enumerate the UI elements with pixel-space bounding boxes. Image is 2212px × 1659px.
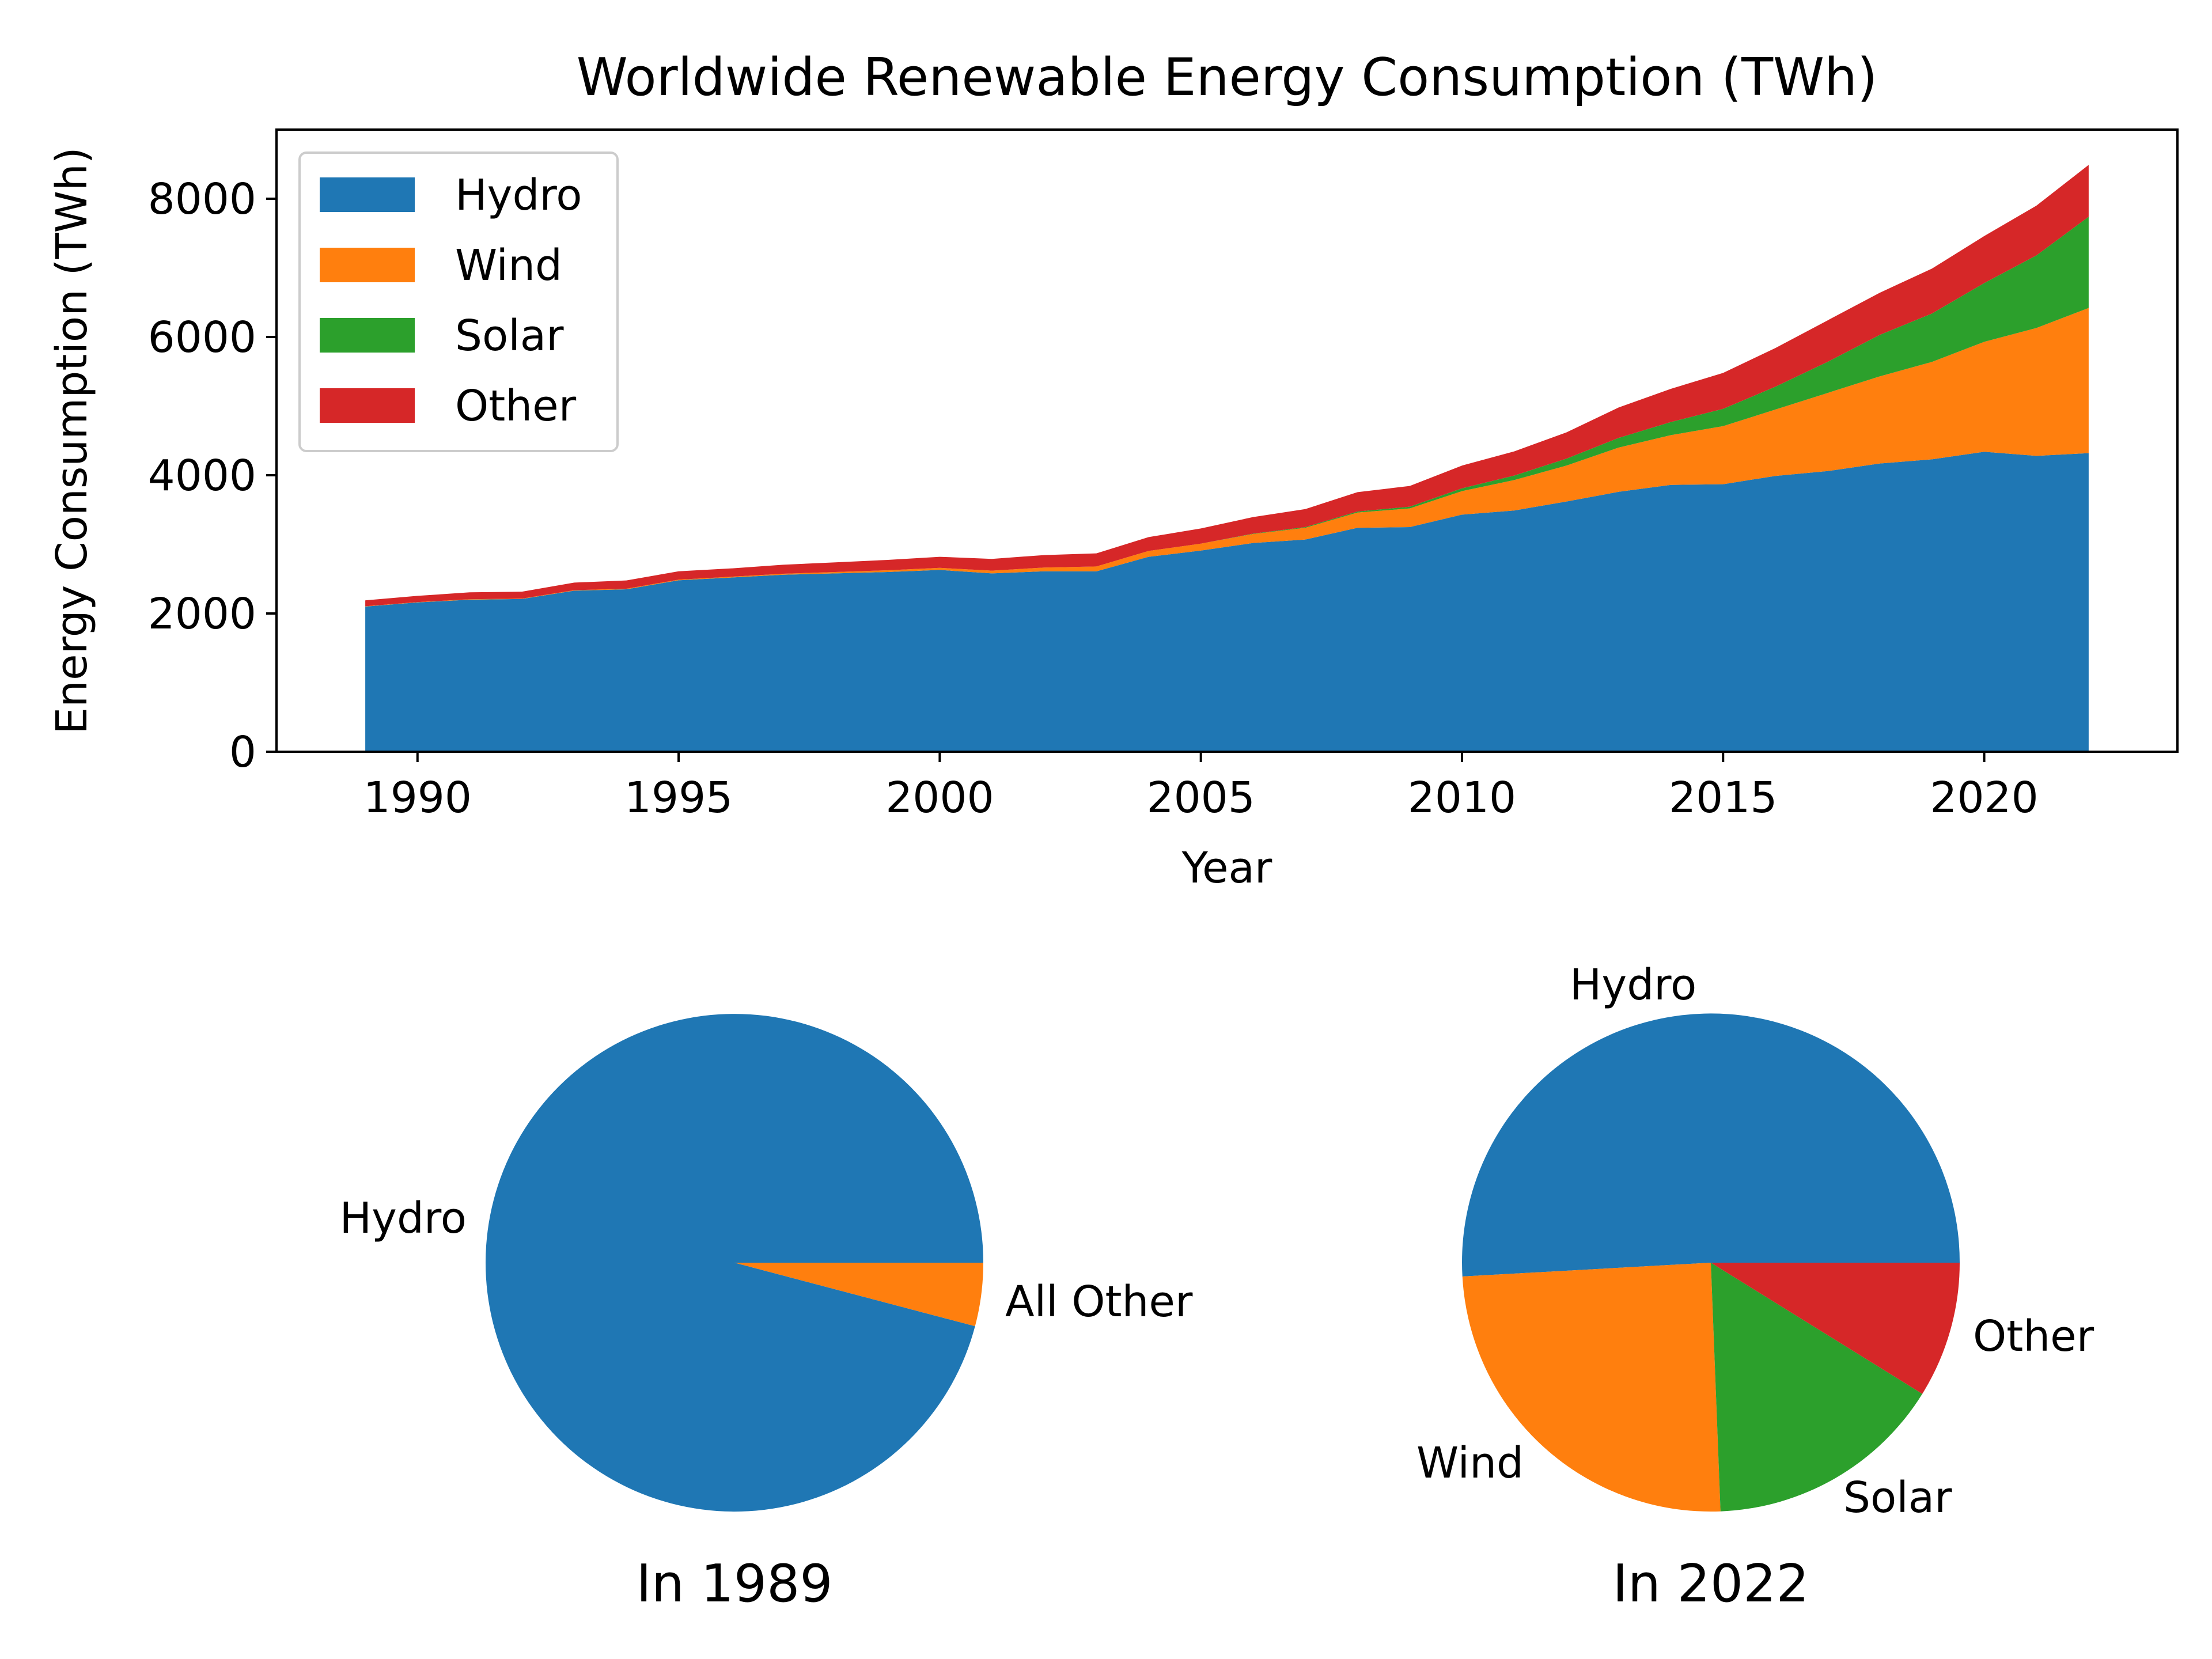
area-other — [365, 165, 2089, 607]
area-hydro — [365, 452, 2089, 752]
pie-2022-label-solar: Solar — [1843, 1473, 1952, 1522]
pie-chart-1989: Hydro All Other In 1989 — [340, 1014, 1193, 1614]
y-tick-label: 8000 — [148, 175, 256, 224]
x-tick-label: 2010 — [1408, 773, 1516, 823]
pie-1989-slices-slice-hydro — [486, 1014, 983, 1512]
x-tick-label: 1995 — [624, 773, 733, 823]
legend-label-wind: Wind — [455, 241, 562, 290]
x-tick-label: 2020 — [1930, 773, 2038, 823]
legend-swatch-solar — [320, 318, 415, 353]
stacked-area-chart: 1990 1995 2000 2005 2010 2015 2020 0 2000 4000 60… — [47, 47, 2179, 893]
y-tick-label: 6000 — [148, 313, 256, 362]
pie-1989-title: In 1989 — [636, 1554, 832, 1614]
legend-swatch-hydro — [320, 177, 415, 212]
area-solar — [365, 217, 2089, 607]
x-axis-ticks: 1990 1995 2000 2005 2010 2015 2020 — [363, 752, 2039, 823]
pie-1989-slices-slice-all-other — [734, 1263, 984, 1327]
y-axis-ticks: 0 2000 4000 6000 8000 — [148, 175, 276, 777]
legend-label-other: Other — [455, 381, 577, 431]
x-tick-label: 1990 — [363, 773, 472, 823]
legend-swatch-other — [320, 388, 415, 423]
pie-2022-slices — [1462, 1013, 1960, 1512]
pie-2022-label-other: Other — [1973, 1312, 2094, 1361]
legend-label-solar: Solar — [455, 311, 564, 361]
y-tick-label: 2000 — [148, 589, 256, 639]
pie-2022-label-hydro: Hydro — [1570, 960, 1696, 1010]
x-tick-label: 2000 — [885, 773, 994, 823]
x-axis-label: Year — [1181, 843, 1272, 893]
pie-2022-title: In 2022 — [1612, 1554, 1809, 1614]
x-tick-label: 2015 — [1669, 773, 1777, 823]
pie-2022-label-wind: Wind — [1416, 1438, 1524, 1488]
area-series-layers — [365, 165, 2089, 752]
y-axis-label: Energy Consumption (TWh) — [47, 147, 97, 734]
pie-2022-slices-slice-other — [1711, 1263, 1960, 1394]
pie-1989-label-all-other: All Other — [1005, 1277, 1193, 1327]
y-tick-label: 4000 — [148, 451, 256, 501]
area-wind — [365, 308, 2089, 607]
pie-1989-slices — [486, 1014, 984, 1512]
legend-swatch-wind — [320, 248, 415, 282]
pie-chart-2022: Hydro Wind Solar Other In 2022 — [1416, 960, 2094, 1614]
legend-box — [298, 151, 619, 452]
plot-frame — [275, 128, 2179, 753]
y-tick-label: 0 — [229, 728, 256, 777]
chart-title: Worldwide Renewable Energy Consumption (… — [577, 47, 1877, 108]
legend-label-hydro: Hydro — [455, 171, 582, 220]
pie-2022-slices-slice-wind — [1462, 1263, 1721, 1512]
legend: Hydro Wind Solar Other — [298, 151, 619, 452]
pie-2022-slices-slice-solar — [1711, 1263, 1923, 1512]
pie-2022-slices-slice-hydro — [1462, 1013, 1960, 1277]
pie-1989-label-hydro: Hydro — [340, 1194, 467, 1243]
x-tick-label: 2005 — [1147, 773, 1255, 823]
